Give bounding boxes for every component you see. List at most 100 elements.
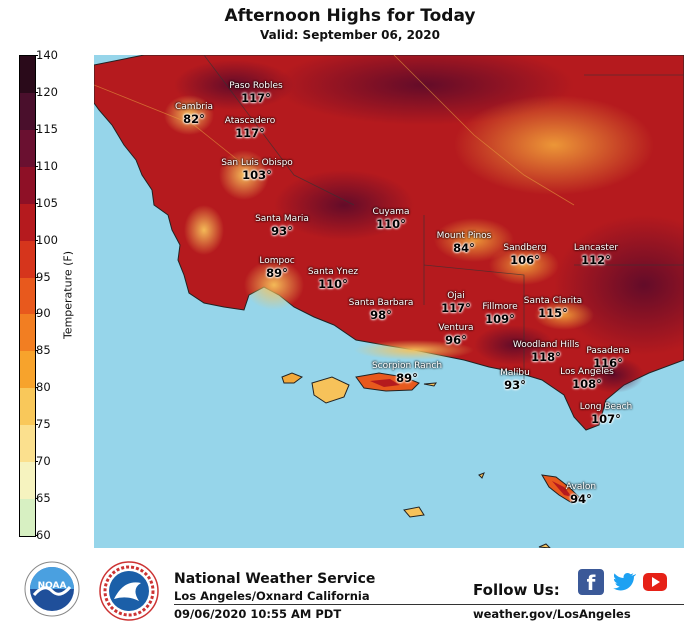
colorbar-tick-mark: [35, 202, 38, 204]
city-name: Paso Robles: [229, 81, 283, 91]
colorbar-tick-label: 105: [36, 195, 58, 210]
city-temperature: 116°: [593, 356, 623, 370]
city-temperature: 112°: [581, 253, 611, 267]
terrain-shading: [94, 55, 684, 548]
city-temperature: 117°: [235, 126, 265, 140]
colorbar-tick-label: 100: [36, 232, 58, 247]
city-label: Ventura 96°: [438, 323, 473, 347]
city-temperature: 107°: [591, 412, 621, 426]
city-label: San Luis Obispo 103°: [221, 158, 293, 182]
facebook-icon[interactable]: f: [578, 569, 604, 595]
colorbar-segment: [20, 314, 35, 353]
city-label: Cambria 82°: [175, 102, 213, 126]
city-name: Cuyama: [372, 207, 410, 217]
city-label: Pasadena 116°: [586, 346, 629, 370]
city-temperature: 82°: [183, 112, 205, 126]
colorbar-segment: [20, 351, 35, 390]
noaa-logo: NOAA: [24, 561, 80, 617]
colorbar-tick-label: 60: [36, 528, 51, 542]
colorbar-segment: [20, 536, 35, 537]
colorbar-tick-mark: [35, 128, 38, 130]
city-temperature: 103°: [242, 168, 272, 182]
city-temperature: 93°: [271, 224, 293, 238]
city-temperature: 84°: [453, 241, 475, 255]
city-name: Mount Pinos: [436, 231, 492, 241]
temperature-colorbar: [19, 55, 36, 537]
colorbar-tick-mark: [35, 350, 38, 352]
colorbar-tick-label: 115: [36, 121, 58, 136]
nws-org-name: National Weather Service: [174, 571, 376, 587]
city-label: Scorpion Ranch 89°: [372, 361, 442, 385]
city-temperature: 108°: [572, 377, 602, 391]
youtube-icon[interactable]: [642, 569, 668, 595]
city-label: Santa Clarita 115°: [524, 296, 582, 320]
city-name: Ventura: [438, 323, 474, 333]
city-temperature: 93°: [504, 378, 526, 392]
colorbar-tick-mark: [35, 276, 38, 278]
city-label: Santa Maria 93°: [255, 214, 309, 238]
colorbar-tick-label: 110: [36, 158, 58, 173]
city-label: Woodland Hills 118°: [513, 340, 579, 364]
city-name: Avalon: [565, 482, 597, 492]
city-label: Fillmore 109°: [482, 302, 517, 326]
colorbar-label: Temperature (F): [61, 250, 75, 340]
city-name: Malibu: [500, 368, 530, 378]
colorbar-tick-mark: [35, 313, 38, 315]
city-name: Woodland Hills: [512, 340, 580, 350]
city-temperature: 117°: [241, 91, 271, 105]
city-name: Cambria: [175, 102, 213, 112]
colorbar-segment: [20, 166, 35, 205]
city-name: Lompoc: [259, 256, 295, 266]
colorbar-tick-label: 90: [36, 306, 51, 321]
follow-us-label: Follow Us:: [473, 581, 560, 599]
city-name: Santa Maria: [255, 214, 309, 224]
city-name: Lancaster: [573, 243, 619, 253]
colorbar-tick-label: 75: [36, 417, 51, 432]
city-name: Santa Clarita: [523, 296, 583, 306]
colorbar-segment: [20, 425, 35, 464]
island-san-nicolas: [403, 506, 425, 518]
city-temperature: 94°: [570, 492, 592, 506]
city-label: Santa Ynez 110°: [308, 267, 358, 291]
city-temperature: 110°: [318, 277, 348, 291]
colorbar-segment: [20, 499, 35, 536]
colorbar-tick-mark: [35, 239, 38, 241]
city-temperature: 89°: [396, 371, 418, 385]
city-label: Paso Robles 117°: [229, 81, 282, 105]
nws-logo: [99, 561, 159, 621]
colorbar-tick-mark: [35, 165, 38, 167]
temperature-map: Cambria 82° Paso Robles 117° Atascadero 117° S…: [94, 55, 684, 548]
colorbar-segment: [20, 277, 35, 316]
city-temperature: 117°: [441, 301, 471, 315]
map-title: Afternoon Highs for Today: [224, 6, 476, 26]
city-temperature: 118°: [531, 350, 561, 364]
colorbar-tick-label: 65: [36, 491, 51, 506]
colorbar-tick-label: 80: [36, 380, 51, 395]
city-label: Lancaster 112°: [574, 243, 618, 267]
city-label: Long Beach 107°: [580, 402, 633, 426]
colorbar-tick-label: 120: [36, 84, 58, 99]
nws-office: Los Angeles/Oxnard California: [174, 589, 370, 603]
city-temperature: 98°: [370, 308, 392, 322]
website-link[interactable]: weather.gov/LosAngeles: [473, 607, 631, 621]
city-label: Avalon 94°: [566, 482, 596, 506]
city-temperature: 96°: [445, 333, 467, 347]
colorbar-tick-mark: [35, 55, 38, 56]
island-santa-barbara: [478, 472, 485, 479]
footer-divider: [174, 604, 684, 605]
colorbar-segment: [20, 129, 35, 168]
colorbar-segment: [20, 56, 35, 94]
colorbar-segment: [20, 92, 35, 131]
colorbar-tick-mark: [35, 535, 38, 536]
colorbar-tick-mark: [35, 461, 38, 463]
twitter-icon[interactable]: [610, 569, 637, 595]
colorbar-tick-label: 85: [36, 343, 51, 358]
island-santa-rosa: [311, 376, 350, 404]
city-name: Fillmore: [482, 302, 518, 312]
colorbar-tick-label: 70: [36, 454, 51, 469]
city-name: Long Beach: [579, 402, 633, 412]
city-label: Santa Barbara 98°: [349, 298, 414, 322]
island-san-miguel: [281, 372, 304, 384]
city-temperature: 110°: [376, 217, 406, 231]
colorbar-segment: [20, 203, 35, 242]
